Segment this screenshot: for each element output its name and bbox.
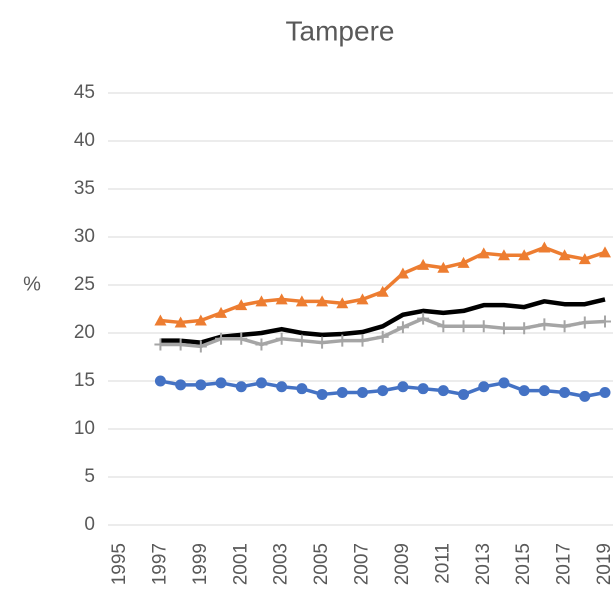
y-tick-label: 15 [74,370,95,391]
x-tick-label: 2015 [513,543,534,585]
y-tick-label: 20 [74,322,95,343]
marker [599,387,611,399]
marker [498,377,510,389]
marker [195,379,207,391]
marker [175,379,187,391]
marker [255,295,268,307]
marker [235,299,248,311]
marker [578,253,591,265]
x-tick-label: 2009 [392,543,413,585]
marker [538,241,551,253]
marker [417,383,429,395]
y-tick-label: 5 [84,466,95,487]
marker [478,381,490,393]
marker [336,387,348,399]
marker [497,322,510,335]
y-tick-label: 10 [74,418,95,439]
marker [336,297,349,309]
marker [477,247,490,259]
marker [235,381,247,393]
marker [316,336,329,349]
marker [538,385,550,397]
marker [376,330,389,343]
marker [295,295,308,307]
marker [396,267,409,279]
x-tick-label: 2011 [432,543,453,584]
marker [316,388,328,400]
marker [458,388,470,400]
marker [275,332,288,345]
y-tick-label: 45 [74,82,95,103]
marker [397,381,409,393]
marker [599,246,611,258]
x-tick-label: 2005 [311,543,332,585]
x-tick-label: 2017 [554,543,575,585]
marker [357,387,368,399]
marker [154,375,166,387]
marker [174,316,187,328]
marker [356,334,369,347]
x-tick-label: 1999 [190,543,211,585]
y-tick-label: 35 [74,178,95,199]
marker [215,306,228,318]
y-tick-label: 30 [74,226,95,247]
marker [215,332,228,345]
marker [255,377,267,389]
marker [518,385,530,397]
marker [497,249,510,261]
marker [417,258,430,270]
marker [215,377,227,389]
marker [396,321,409,334]
marker [154,338,167,351]
marker [376,285,389,297]
marker [295,334,308,347]
marker [194,314,207,326]
marker [477,320,490,333]
marker [377,385,389,397]
marker [276,381,288,393]
marker [457,256,470,268]
x-tick-label: 2003 [271,543,292,585]
x-tick-label: 2007 [352,543,373,585]
marker [255,338,268,351]
marker [518,249,531,261]
x-tick-label: 1997 [149,543,170,585]
marker [316,295,329,307]
marker [558,249,571,261]
x-tick-label: 2019 [594,543,613,585]
marker [356,293,369,305]
marker [336,334,349,347]
y-tick-label: 25 [74,274,95,295]
chart-title: Tampere [286,15,395,46]
marker [174,338,187,351]
y-tick-label: 0 [84,514,95,535]
marker [538,318,551,331]
x-tick-label: 2001 [230,543,251,585]
marker [518,322,531,335]
marker [437,320,450,333]
marker [558,320,571,333]
marker [437,261,450,273]
marker [437,385,449,397]
marker [578,316,591,329]
series-line [160,297,606,345]
marker [599,315,611,328]
x-tick-label: 2013 [473,543,494,585]
x-tick-label: 1995 [109,543,130,585]
marker [194,340,207,353]
marker [579,390,591,402]
marker [457,320,470,333]
marker [296,383,308,395]
marker [559,387,571,399]
y-tick-label: 40 [74,130,95,151]
marker [235,332,248,345]
marker [154,314,167,326]
marker [417,312,430,325]
y-axis-label: % [23,273,41,295]
marker [275,293,288,305]
